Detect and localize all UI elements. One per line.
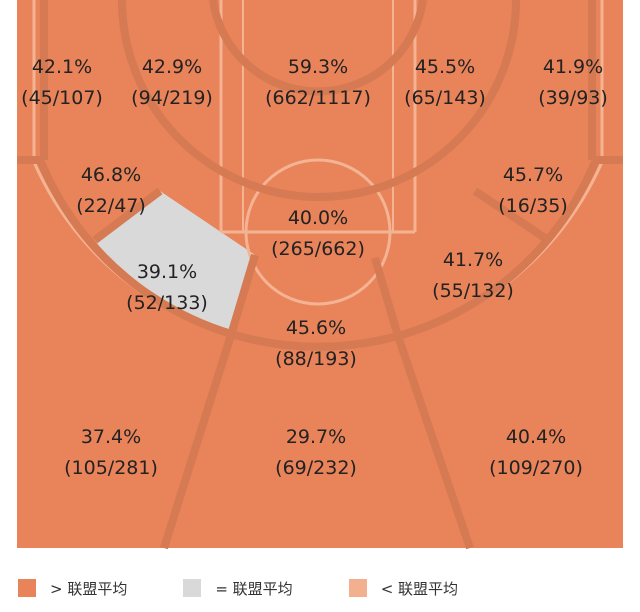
zone-right-wing-3-made-att: (109/270): [489, 457, 583, 479]
zone-left-wing-3-pct: 37.4%: [81, 426, 141, 448]
zone-right-wing-mid-pct: 41.7%: [443, 249, 503, 271]
zone-right-corner-3-made-att: (39/93): [538, 87, 608, 109]
left-baseline-divider: [92, 187, 163, 244]
zone-left-wing-mid-pct: 39.1%: [137, 261, 197, 283]
zone-top-key-mid-made-att: (88/193): [275, 348, 357, 370]
zone-left-corner-3-pct: 42.1%: [32, 56, 92, 78]
zone-paint-made-att: (662/1117): [265, 87, 371, 109]
court-lines: [17, 0, 623, 550]
zone-right-corner-3-pct: 41.9%: [543, 56, 603, 78]
zone-right-mid-upper-pct: 45.5%: [415, 56, 475, 78]
zone-free-throw-mid-pct: 40.0%: [288, 207, 348, 229]
zone-right-wing-mid-made-att: (55/132): [432, 280, 514, 302]
legend-swatch-below: [348, 579, 367, 597]
paint-arc: [209, 0, 427, 96]
three-point-arc: [37, 160, 599, 351]
left-deep-divider: [160, 333, 235, 550]
zone-left-wing-3-made-att: (105/281): [64, 457, 158, 479]
zone-paint-pct: 59.3%: [288, 56, 348, 78]
zone-labels: 42.1% (45/107) 42.9% (94/219) 59.3% (662/1117…: [21, 56, 608, 479]
right-baseline-divider: [472, 187, 548, 242]
zone-right-baseline-mid-pct: 45.7%: [503, 164, 563, 186]
legend-swatch-equal: [183, 579, 202, 597]
legend-item-below: < 联盟平均: [348, 578, 459, 599]
legend-item-above: > 联盟平均: [18, 578, 127, 599]
legend-label-equal: = 联盟平均: [215, 579, 293, 598]
legend-label-above: > 联盟平均: [50, 579, 128, 598]
legend: > 联盟平均 = 联盟平均 < 联盟平均: [18, 574, 514, 602]
zone-left-mid-upper-pct: 42.9%: [142, 56, 202, 78]
zone-left-mid-upper-made-att: (94/219): [131, 87, 213, 109]
legend-item-equal: = 联盟平均: [183, 578, 293, 599]
zone-right-wing-3-pct: 40.4%: [506, 426, 566, 448]
restricted-arc: [118, 0, 520, 201]
zone-left-wing-mid-made-att: (52/133): [126, 292, 208, 314]
right-wing-divider: [371, 256, 402, 338]
left-wing-divider: [227, 253, 259, 337]
zone-left-wing-mid-fill: [95, 191, 255, 335]
zone-top-3-pct: 29.7%: [286, 426, 346, 448]
legend-label-below: < 联盟平均: [380, 579, 459, 598]
right-deep-divider: [394, 334, 474, 550]
zone-right-baseline-mid-made-att: (16/35): [498, 195, 568, 217]
zone-top-3-made-att: (69/232): [275, 457, 357, 479]
zone-top-key-mid-pct: 45.6%: [286, 317, 346, 339]
legend-swatch-above: [18, 579, 36, 597]
zone-left-corner-3-made-att: (45/107): [21, 87, 103, 109]
zone-right-mid-upper-made-att: (65/143): [404, 87, 486, 109]
zone-left-baseline-mid-made-att: (22/47): [76, 195, 146, 217]
zone-free-throw-mid-made-att: (265/662): [271, 238, 365, 260]
zone-left-baseline-mid-pct: 46.8%: [81, 164, 141, 186]
